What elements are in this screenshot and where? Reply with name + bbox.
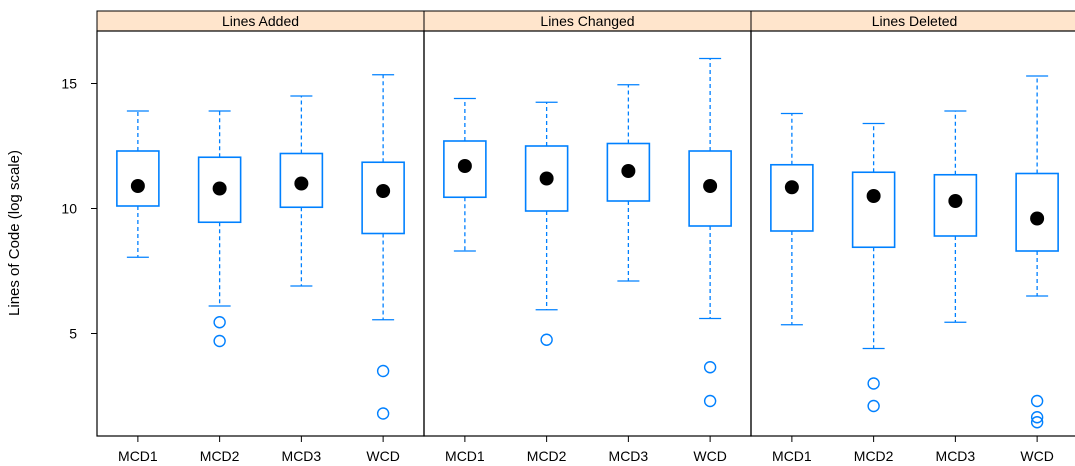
x-tick-label: MCD1: [118, 448, 158, 464]
box-wcd: [1015, 75, 1059, 429]
box-mcd1: [770, 112, 814, 326]
x-tick-label: WCD: [366, 448, 399, 464]
median-point: [703, 179, 718, 193]
y-axis-label: Lines of Code (log scale): [6, 150, 23, 316]
box-iqr: [361, 161, 405, 235]
panel-frames: [96, 30, 1075, 437]
box-iqr: [851, 171, 896, 249]
y-tick-label: 5: [69, 326, 77, 342]
y-tick-label: 10: [61, 201, 77, 217]
box-iqr: [1015, 172, 1059, 252]
median-point: [294, 176, 309, 191]
x-tick-label: MCD1: [772, 448, 812, 464]
outlier-point: [867, 377, 880, 390]
box-iqr: [116, 150, 160, 207]
box-mcd2: [851, 122, 896, 413]
median-point: [948, 194, 963, 208]
y-tick-label: 15: [61, 76, 77, 92]
panel: [116, 74, 405, 420]
outlier-point: [540, 333, 553, 346]
box-mcd3: [279, 95, 324, 287]
box-iqr: [688, 150, 732, 227]
box-mcd3: [606, 84, 651, 282]
x-tick-label: WCD: [693, 448, 726, 464]
panel-frame: [750, 30, 1075, 437]
outlier-point: [1030, 411, 1044, 424]
panel-title: Lines Deleted: [872, 13, 958, 29]
x-tick-label: MCD2: [200, 448, 240, 464]
x-tick-label: MCD1: [445, 448, 485, 464]
outlier-point: [703, 361, 717, 374]
median-point: [457, 159, 472, 173]
outlier-point: [213, 334, 226, 348]
median-point: [376, 184, 391, 198]
median-point: [784, 180, 799, 195]
median-point: [621, 164, 636, 178]
panel: [443, 57, 732, 408]
outlier-point: [376, 364, 390, 378]
box-iqr: [524, 145, 569, 212]
box-iqr: [770, 163, 814, 232]
x-tick-label: MCD3: [282, 448, 322, 464]
box-wcd: [688, 57, 732, 408]
median-point: [130, 179, 145, 193]
outlier-point: [1030, 416, 1044, 429]
panel: [770, 75, 1059, 429]
box-mcd2: [524, 101, 569, 346]
panel-frame: [423, 30, 752, 437]
x-axis: MCD1 MCD2 MCD3 WCD MCD1 MCD2 MCD3 WCD MCD1 MCD2 MC…: [118, 436, 1054, 464]
y-axis: 5 10 15: [61, 76, 97, 342]
box-mcd3: [933, 110, 978, 323]
box-iqr: [443, 140, 487, 199]
panel-strips: Lines Added Lines Changed Lines Deleted: [96, 10, 1075, 32]
box-iqr: [933, 173, 978, 237]
box-mcd2: [197, 110, 242, 348]
panel-title: Lines Changed: [540, 13, 634, 29]
x-tick-label: MCD2: [527, 448, 567, 464]
box-iqr: [606, 142, 651, 202]
x-tick-label: MCD2: [854, 448, 894, 464]
outlier-point: [213, 316, 226, 329]
outlier-point: [376, 407, 390, 420]
box-iqr: [279, 152, 324, 209]
x-tick-label: MCD3: [936, 448, 976, 464]
median-point: [866, 189, 881, 203]
outlier-point: [867, 399, 880, 413]
panel-title: Lines Added: [222, 13, 299, 29]
outlier-point: [1030, 394, 1044, 408]
median-point: [1030, 211, 1045, 226]
box-mcd1: [443, 97, 487, 252]
panels: [116, 57, 1059, 429]
outlier-point: [703, 394, 717, 408]
median-point: [212, 181, 227, 196]
box-mcd1: [116, 110, 160, 258]
x-tick-label: MCD3: [609, 448, 649, 464]
median-point: [539, 171, 554, 186]
box-iqr: [197, 156, 242, 224]
x-tick-label: WCD: [1020, 448, 1053, 464]
box-wcd: [361, 74, 405, 420]
